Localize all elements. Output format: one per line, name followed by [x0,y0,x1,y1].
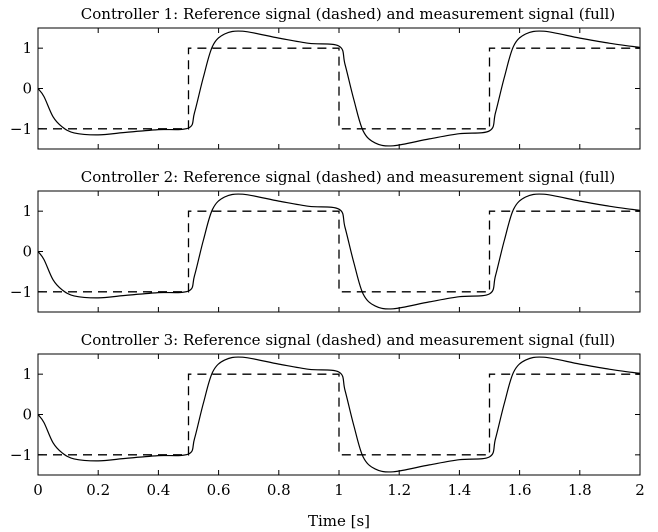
panel-1-title: Controller 1: Reference signal (dashed) … [81,5,615,23]
panel-controller-3: Controller 3: Reference signal (dashed) … [10,331,645,530]
panel-2-title: Controller 2: Reference signal (dashed) … [81,168,615,186]
panel-3-xtick-label: 1.8 [568,481,592,499]
panel-2-ytick-label: −1 [10,283,32,301]
panel-3-title: Controller 3: Reference signal (dashed) … [81,331,615,349]
panel-3-ytick-label: 1 [22,365,32,383]
panel-2-reference-signal-line [38,210,640,293]
panel-3-ytick-label: −1 [10,446,32,464]
panel-3-xtick-label: 1.6 [508,481,532,499]
panel-1-ytick-label: 1 [22,39,32,57]
x-axis-label: Time [s] [308,512,370,530]
panel-1-ytick-label: 0 [22,80,32,98]
panel-3-xtick-label: 0.2 [86,481,110,499]
panel-2-marks: 1 0 −1 [10,191,641,312]
panel-1-marks: 1 0 −1 [10,28,641,149]
panel-2-ytick-label: 0 [22,243,32,261]
panel-2-measurement-signal-line [37,193,641,310]
panel-3-reference-signal-line [38,373,640,456]
panel-1-reference-signal-line [38,47,640,130]
panel-3-xtick-label: 1.2 [387,481,411,499]
panel-3-xtick-label: 0.6 [207,481,231,499]
panel-1-measurement-signal-line [37,30,641,147]
panel-3-xtick-label: 1.4 [447,481,471,499]
panel-2-ytick-label: 1 [22,202,32,220]
panel-3-measurement-signal-line [37,356,641,473]
panel-controller-1: Controller 1: Reference signal (dashed) … [10,5,641,150]
panel-3-ytick-label: 0 [22,406,32,424]
panel-3-xtick-label: 0.8 [267,481,291,499]
panel-1-ytick-label: −1 [10,120,32,138]
panel-3-xtick-label: 0 [33,481,43,499]
panel-3-xtick-label: 1 [334,481,344,499]
panel-3-marks: 10−10 0.2 0.4 0.6 0.8 1 1.2 1.4 1.6 1.8 2 [10,354,645,499]
panel-3-xtick-label: 0.4 [146,481,170,499]
panel-controller-2: Controller 2: Reference signal (dashed) … [10,168,641,313]
panel-3-xtick-label: 2 [635,481,645,499]
